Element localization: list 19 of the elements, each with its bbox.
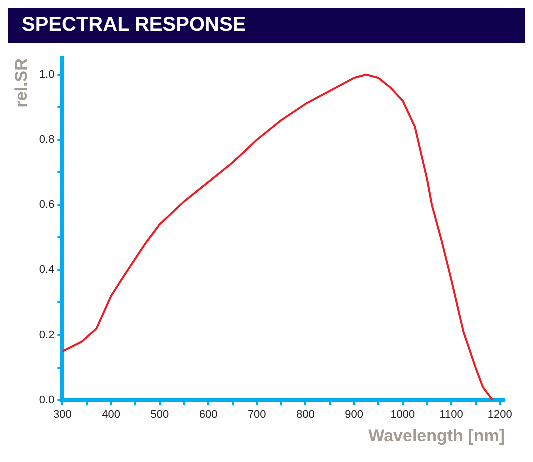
- x-tick-label: 400: [102, 409, 120, 422]
- y-tick-label: 0.4: [39, 264, 55, 276]
- x-tick-label: 600: [199, 409, 218, 422]
- x-tick-label: 300: [54, 409, 72, 422]
- x-tick-label: 800: [296, 409, 315, 422]
- y-axis-title: rel.SR: [12, 58, 31, 108]
- x-tick-label: 700: [248, 409, 266, 422]
- y-tick-label: 0.0: [39, 394, 55, 406]
- chart-title: SPECTRAL RESPONSE: [8, 8, 525, 43]
- x-tick-label: 500: [150, 409, 170, 422]
- x-axis-title: Wavelength [nm]: [368, 426, 505, 446]
- y-tick-label: 1.0: [39, 68, 55, 81]
- x-tick-label: 900: [345, 409, 364, 422]
- y-tick-label: 0.8: [39, 134, 55, 146]
- y-tick-label: 0.2: [39, 329, 55, 342]
- x-tick-label: 1100: [440, 409, 464, 422]
- x-tick-label: 1000: [390, 409, 416, 422]
- y-tick-label: 0.6: [39, 199, 55, 212]
- x-tick-label: 1200: [488, 409, 512, 422]
